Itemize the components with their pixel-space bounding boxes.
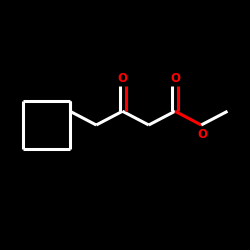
Text: O: O [118, 72, 128, 85]
Text: O: O [198, 128, 207, 141]
Text: O: O [170, 72, 180, 85]
